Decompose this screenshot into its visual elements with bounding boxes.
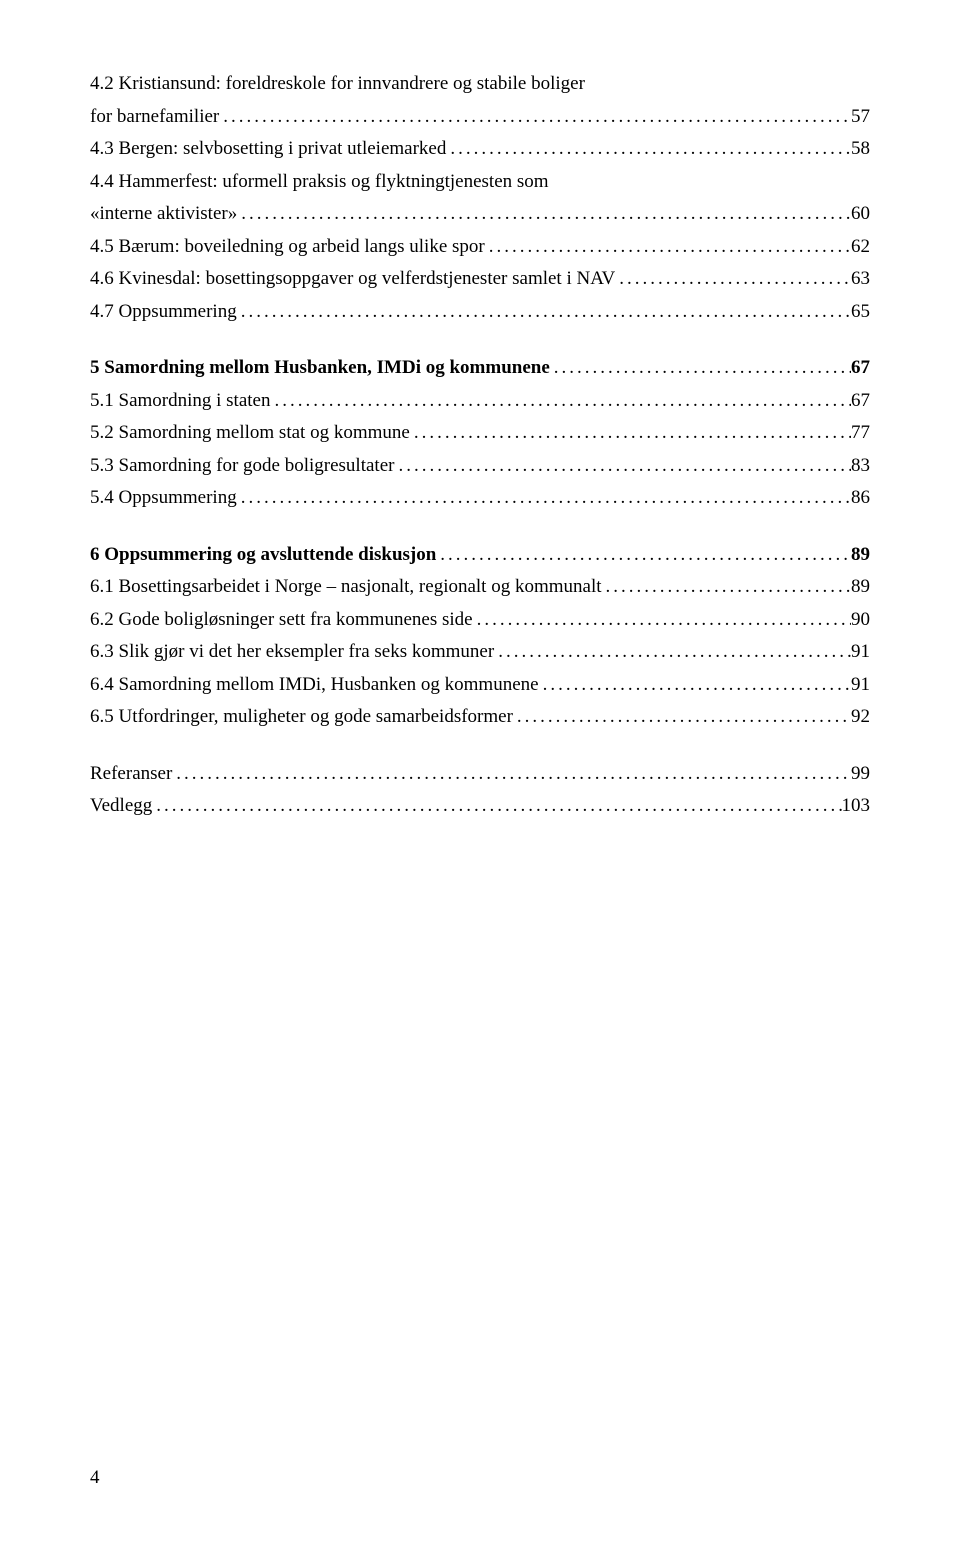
toc-entry: 5 Samordning mellom Husbanken, IMDi og k… [90, 354, 870, 383]
toc-leader-dots: ........................................… [602, 573, 851, 602]
toc-entry-title: 5.2 Samordning mellom stat og kommune [90, 419, 410, 448]
toc-entry-page: 89 [851, 573, 870, 602]
toc-entry: 4.6 Kvinesdal: bosettingsoppgaver og vel… [90, 265, 870, 294]
toc-entry-page: 83 [851, 452, 870, 481]
toc-leader-dots: ........................................… [152, 792, 841, 821]
toc-entry-title: 5.3 Samordning for gode boligresultater [90, 452, 394, 481]
toc-entry: 4.4 Hammerfest: uformell praksis og flyk… [90, 168, 870, 197]
toc-entry: 6.3 Slik gjør vi det her eksempler fra s… [90, 638, 870, 667]
toc-entry: 6.1 Bosettingsarbeidet i Norge – nasjona… [90, 573, 870, 602]
toc-entry-page: 67 [851, 354, 870, 383]
toc-entry-title: 4.2 Kristiansund: foreldreskole for innv… [90, 70, 585, 99]
toc-entry-page: 90 [851, 606, 870, 635]
toc-entry: 6.2 Gode boligløsninger sett fra kommune… [90, 606, 870, 635]
toc-leader-dots: ........................................… [446, 135, 851, 164]
toc-spacer [90, 330, 870, 354]
toc-entry-title: 4.6 Kvinesdal: bosettingsoppgaver og vel… [90, 265, 615, 294]
toc-leader-dots: ........................................… [237, 200, 851, 229]
toc-entry-page: 91 [851, 638, 870, 667]
toc-entry: 4.3 Bergen: selvbosetting i privat utlei… [90, 135, 870, 164]
toc-leader-dots: ........................................… [550, 354, 851, 383]
toc-leader-dots: ........................................… [539, 671, 851, 700]
toc-entry-page: 77 [851, 419, 870, 448]
page-number: 4 [90, 1467, 100, 1489]
toc-entry-page: 62 [851, 233, 870, 262]
toc-entry: 4.7 Oppsummering........................… [90, 298, 870, 327]
toc-entry-page: 67 [851, 387, 870, 416]
toc-leader-dots: ........................................… [270, 387, 851, 416]
toc-entry-page: 86 [851, 484, 870, 513]
toc-entry-page: 91 [851, 671, 870, 700]
toc-entry-title: 5 Samordning mellom Husbanken, IMDi og k… [90, 354, 550, 383]
toc-entry-title: 6.5 Utfordringer, muligheter og gode sam… [90, 703, 513, 732]
toc-entry: 4.5 Bærum: boveiledning og arbeid langs … [90, 233, 870, 262]
toc-entry-title: 4.7 Oppsummering [90, 298, 237, 327]
toc-entry: «interne aktivister»....................… [90, 200, 870, 229]
toc-entry-page: 63 [851, 265, 870, 294]
toc-entry-page: 103 [842, 792, 871, 821]
table-of-contents: 4.2 Kristiansund: foreldreskole for innv… [90, 70, 870, 821]
toc-entry-title: 5.4 Oppsummering [90, 484, 237, 513]
toc-entry: Referanser..............................… [90, 760, 870, 789]
toc-entry-title: Vedlegg [90, 792, 152, 821]
toc-leader-dots: ........................................… [410, 419, 851, 448]
toc-leader-dots: ........................................… [219, 103, 851, 132]
toc-entry-page: 99 [851, 760, 870, 789]
toc-entry: 5.1 Samordning i staten.................… [90, 387, 870, 416]
toc-entry-title: 4.5 Bærum: boveiledning og arbeid langs … [90, 233, 485, 262]
toc-leader-dots: ........................................… [494, 638, 851, 667]
toc-entry-title: 5.1 Samordning i staten [90, 387, 270, 416]
toc-entry-title: «interne aktivister» [90, 200, 237, 229]
toc-leader-dots: ........................................… [513, 703, 851, 732]
toc-entry-page: 58 [851, 135, 870, 164]
toc-leader-dots: ........................................… [172, 760, 851, 789]
toc-leader-dots: ........................................… [485, 233, 851, 262]
toc-entry: 5.3 Samordning for gode boligresultater.… [90, 452, 870, 481]
toc-entry-title: 6 Oppsummering og avsluttende diskusjon [90, 541, 436, 570]
toc-entry: 6.4 Samordning mellom IMDi, Husbanken og… [90, 671, 870, 700]
toc-entry-title: 6.1 Bosettingsarbeidet i Norge – nasjona… [90, 573, 602, 602]
toc-entry-title: 4.4 Hammerfest: uformell praksis og flyk… [90, 168, 549, 197]
toc-entry: Vedlegg.................................… [90, 792, 870, 821]
toc-entry: 6 Oppsummering og avsluttende diskusjon.… [90, 541, 870, 570]
toc-leader-dots: ........................................… [473, 606, 851, 635]
toc-leader-dots: ........................................… [436, 541, 851, 570]
toc-entry: for barnefamilier.......................… [90, 103, 870, 132]
toc-entry-title: 6.2 Gode boligløsninger sett fra kommune… [90, 606, 473, 635]
toc-leader-dots: ........................................… [615, 265, 851, 294]
toc-entry-page: 89 [851, 541, 870, 570]
toc-entry: 5.4 Oppsummering........................… [90, 484, 870, 513]
toc-spacer [90, 736, 870, 760]
toc-entry-page: 57 [851, 103, 870, 132]
toc-entry: 5.2 Samordning mellom stat og kommune...… [90, 419, 870, 448]
toc-entry-title: for barnefamilier [90, 103, 219, 132]
toc-entry-page: 60 [851, 200, 870, 229]
toc-entry-title: Referanser [90, 760, 172, 789]
toc-entry: 4.2 Kristiansund: foreldreskole for innv… [90, 70, 870, 99]
toc-leader-dots: ........................................… [394, 452, 851, 481]
toc-leader-dots: ........................................… [237, 298, 851, 327]
toc-spacer [90, 517, 870, 541]
toc-entry-page: 92 [851, 703, 870, 732]
toc-entry-title: 6.3 Slik gjør vi det her eksempler fra s… [90, 638, 494, 667]
toc-entry-title: 4.3 Bergen: selvbosetting i privat utlei… [90, 135, 446, 164]
toc-entry: 6.5 Utfordringer, muligheter og gode sam… [90, 703, 870, 732]
toc-entry-page: 65 [851, 298, 870, 327]
toc-entry-title: 6.4 Samordning mellom IMDi, Husbanken og… [90, 671, 539, 700]
toc-leader-dots: ........................................… [237, 484, 851, 513]
